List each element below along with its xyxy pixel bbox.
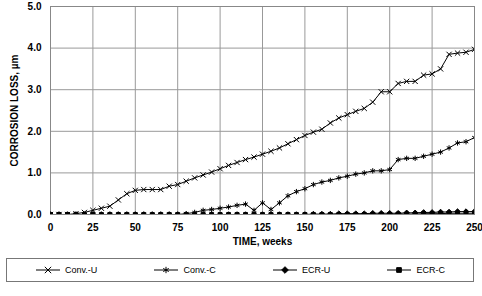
- svg-text:100: 100: [212, 222, 229, 233]
- svg-text:0.0: 0.0: [28, 209, 42, 220]
- svg-text:2.0: 2.0: [28, 126, 42, 137]
- svg-text:3.0: 3.0: [28, 84, 42, 95]
- svg-text:0: 0: [48, 222, 54, 233]
- svg-text:CORROSION LOSS, µm: CORROSION LOSS, µm: [9, 54, 20, 166]
- html-text:ECR-U: ECR-U: [301, 265, 331, 275]
- svg-text:5.0: 5.0: [28, 1, 42, 12]
- svg-text:175: 175: [339, 222, 356, 233]
- svg-text:4.0: 4.0: [28, 42, 42, 53]
- svg-text:50: 50: [130, 222, 142, 233]
- svg-text:250: 250: [466, 222, 482, 233]
- svg-text:225: 225: [424, 222, 441, 233]
- svg-text:75: 75: [172, 222, 184, 233]
- html-text:Conv.-C: Conv.-C: [183, 265, 216, 275]
- svg-text:150: 150: [297, 222, 314, 233]
- svg-text:125: 125: [254, 222, 271, 233]
- html-text:ECR-C: ECR-C: [416, 265, 445, 275]
- svg-text:200: 200: [381, 222, 398, 233]
- svg-text:TIME, weeks: TIME, weeks: [233, 236, 293, 247]
- svg-text:25: 25: [87, 222, 99, 233]
- svg-text:1.0: 1.0: [28, 167, 42, 178]
- html-text:Conv.-U: Conv.-U: [65, 265, 98, 275]
